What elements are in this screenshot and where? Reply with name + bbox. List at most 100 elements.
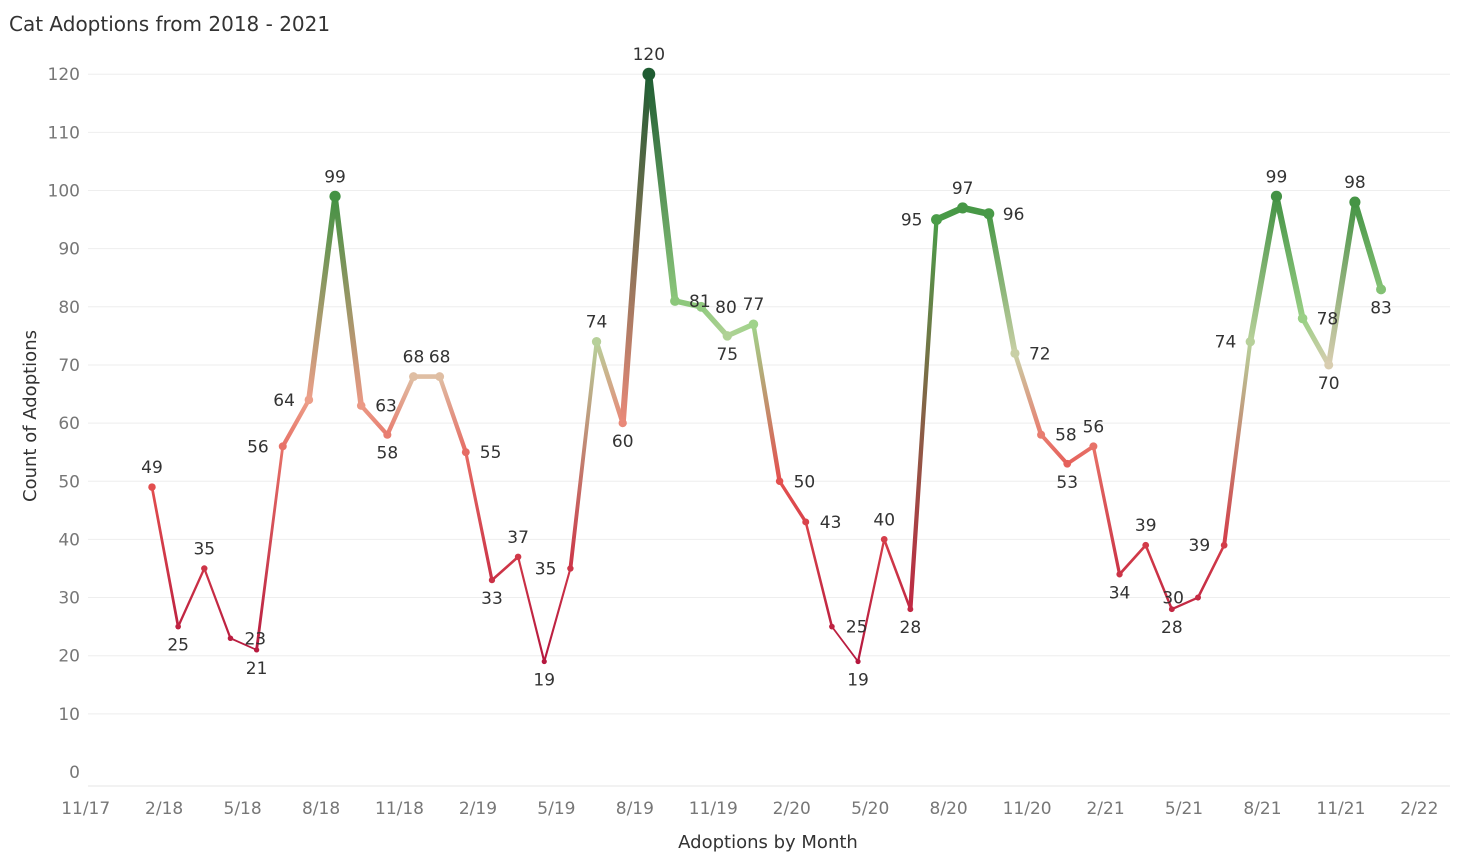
data-point[interactable] [1089,442,1098,451]
data-point[interactable] [722,331,733,341]
x-tick-label: 8/21 [1243,799,1281,819]
x-tick-label: 2/20 [773,799,811,819]
line-segment [1273,193,1306,322]
data-label: 30 [1162,589,1184,609]
data-point[interactable] [1116,571,1123,578]
data-point[interactable] [907,606,914,613]
line-segment [229,637,258,651]
data-label: 43 [820,513,842,533]
data-point[interactable] [1349,196,1361,208]
data-label: 74 [1215,333,1237,353]
data-point[interactable] [1376,284,1387,295]
data-point[interactable] [514,553,522,561]
data-point[interactable] [1037,430,1046,439]
data-point[interactable] [304,395,314,405]
data-label: 98 [1344,173,1366,193]
data-label: 95 [901,211,923,231]
data-point[interactable] [329,190,341,202]
data-point[interactable] [642,67,656,81]
line-segment [619,71,652,427]
data-point[interactable] [148,483,156,491]
data-label: 21 [246,659,268,679]
data-label: 35 [535,559,557,579]
line-segment [594,339,626,426]
data-point[interactable] [1142,541,1150,549]
data-point[interactable] [1245,337,1255,347]
line-segment [568,339,599,571]
data-point[interactable] [567,565,574,572]
y-tick-label: 110 [48,123,80,143]
data-point[interactable] [1168,606,1175,613]
data-point[interactable] [201,565,208,572]
line-segment [1118,543,1148,576]
data-point[interactable] [435,372,445,382]
data-point[interactable] [1010,348,1020,358]
data-point[interactable] [829,623,835,630]
data-point[interactable] [356,401,366,410]
data-label: 70 [1318,374,1340,394]
data-point[interactable] [541,658,547,665]
data-point[interactable] [409,372,418,382]
data-label: 96 [1003,205,1025,225]
line-segment [490,555,520,582]
data-point[interactable] [1063,459,1072,468]
data-label: 23 [244,629,266,649]
x-axis-ticks: 11/17 2/18 5/18 8/18 11/18 2/19 5/19 8/19 11/19 2… [61,799,1438,819]
data-label: 40 [873,510,895,530]
data-label: 56 [247,437,269,457]
data-point[interactable] [670,296,680,306]
data-point[interactable] [696,301,707,312]
data-point[interactable] [1324,360,1334,370]
line-segment [1170,596,1200,611]
data-point[interactable] [618,418,627,428]
y-tick-label: 60 [58,414,80,434]
data-point[interactable] [880,536,888,543]
data-point[interactable] [1297,313,1308,324]
x-tick-label: 11/17 [61,799,110,819]
line-segment [1065,444,1096,466]
x-tick-label: 2/21 [1086,799,1124,819]
data-point[interactable] [957,202,969,214]
data-point[interactable] [931,214,942,226]
x-tick-label: 11/18 [375,799,424,819]
x-tick-label: 2/18 [145,799,183,819]
line-segment [437,374,468,455]
series-points [148,67,1387,665]
data-label: 33 [481,589,503,609]
series-line [150,70,1385,663]
x-tick-label: 2/19 [459,799,497,819]
data-point[interactable] [802,518,810,526]
line-segment [645,70,679,305]
data-point[interactable] [227,635,234,642]
x-tick-label: 2/22 [1400,799,1438,819]
data-point[interactable] [278,442,287,451]
data-label: 28 [1161,618,1183,638]
data-point[interactable] [461,448,470,457]
data-point[interactable] [983,208,995,220]
data-point[interactable] [748,319,759,330]
data-point[interactable] [775,477,784,486]
data-label: 68 [403,348,425,368]
data-label: 58 [377,444,399,464]
x-tick-label: 5/18 [224,799,262,819]
data-point[interactable] [253,647,260,653]
line-segment [751,322,782,484]
data-label: 97 [952,179,974,199]
line-segment [517,555,546,663]
line-segment [831,625,859,663]
data-point[interactable] [383,430,392,439]
data-point[interactable] [1194,594,1202,601]
y-tick-label: 40 [58,530,80,550]
data-point[interactable] [175,623,181,630]
data-point[interactable] [488,576,496,584]
data-point[interactable] [855,658,861,665]
y-tick-label: 30 [58,589,80,609]
data-point[interactable] [1220,541,1228,549]
line-segment [543,567,572,663]
line-segment [359,403,390,437]
data-point[interactable] [591,337,602,347]
data-point[interactable] [1270,190,1283,202]
line-segment [1012,351,1044,437]
data-label: 64 [273,391,295,411]
line-segment [804,520,834,628]
